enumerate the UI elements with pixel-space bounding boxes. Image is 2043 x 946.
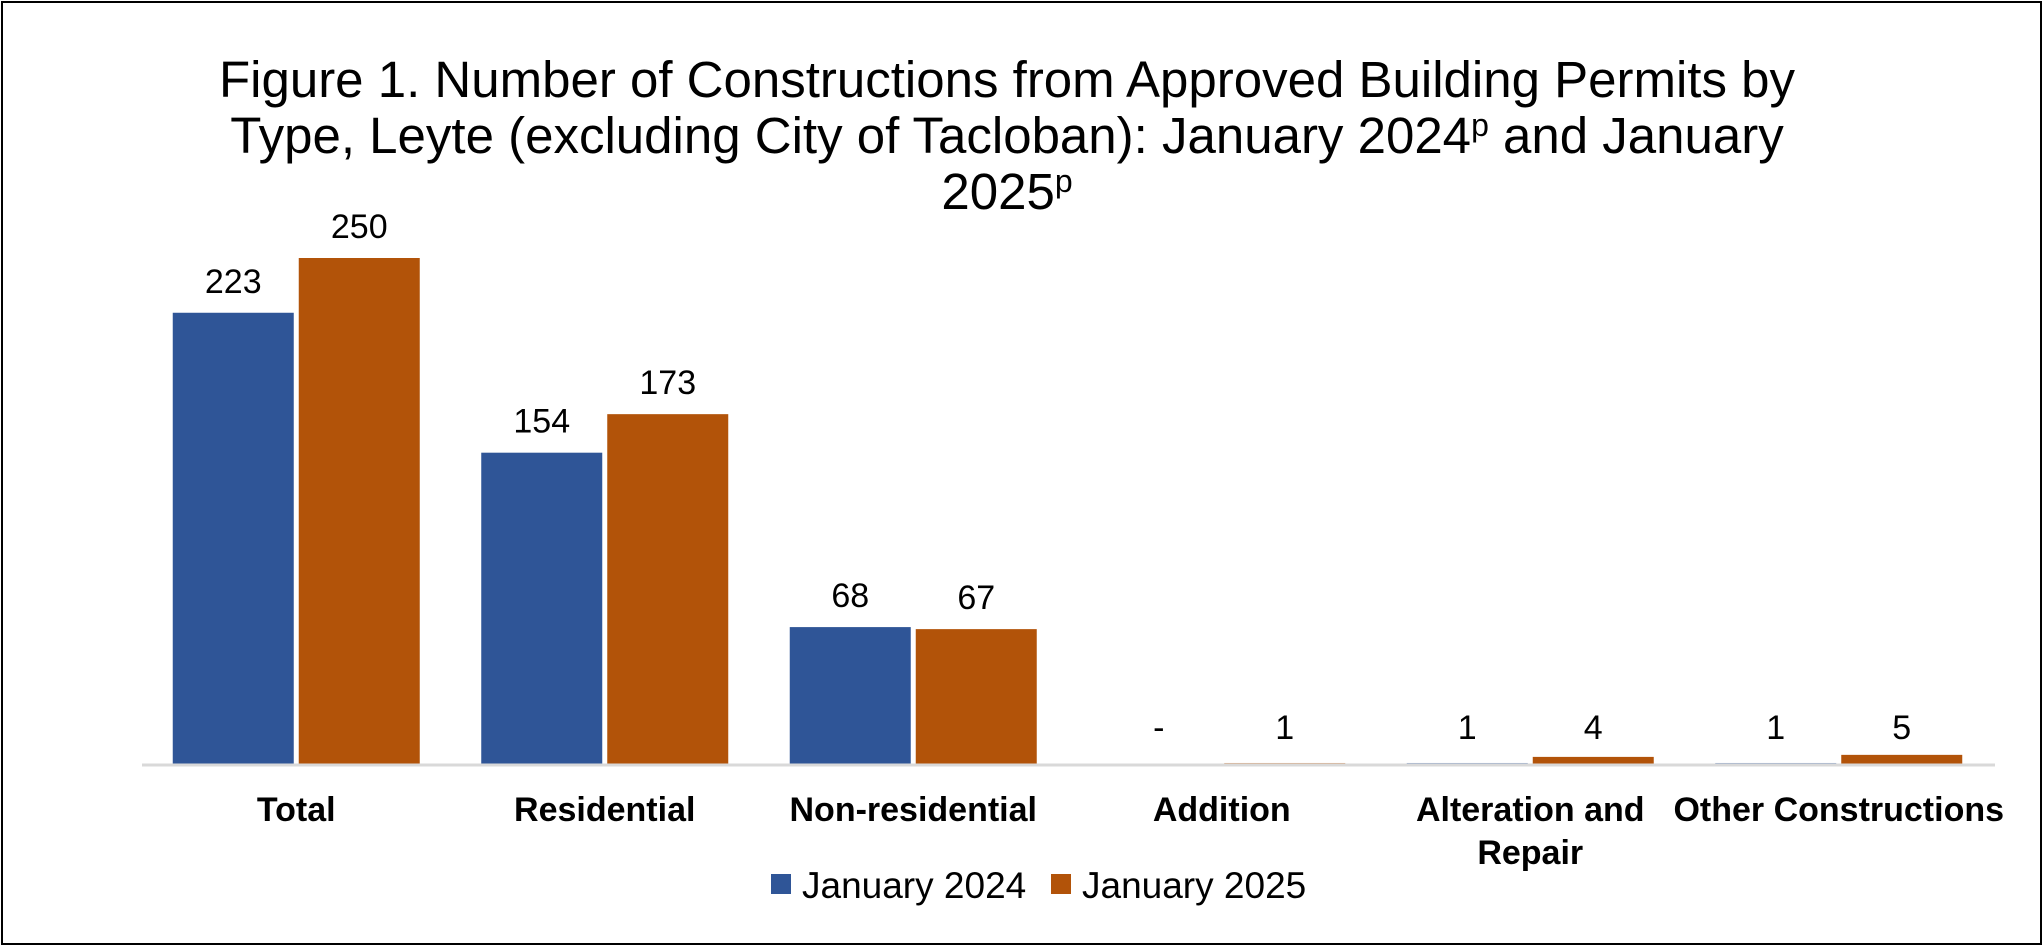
chart-title-line-2-end: and January [1489, 107, 1784, 164]
bar-january-2025-residential [607, 414, 729, 765]
data-label-january-2024-total: 223 [205, 263, 262, 301]
legend-label-january-2024: January 2024 [802, 865, 1026, 906]
data-label-january-2024-alteration-and-repair: 1 [1458, 709, 1477, 747]
chart-title-superscript: p [1055, 163, 1073, 199]
data-label-january-2025-residential: 173 [639, 364, 696, 402]
legend-swatch-january-2025 [1051, 874, 1071, 894]
bar-january-2025-other-constructions [1841, 754, 1963, 765]
data-label-january-2025-alteration-and-repair: 4 [1584, 709, 1603, 747]
legend: January 2024 January 2025 [771, 865, 1306, 906]
data-label-january-2024-addition: - [1153, 709, 1164, 747]
category-labels-group: Total Residential Non-residential Addition A… [257, 791, 2004, 872]
chart-title-line-1: Figure 1. Number of Constructions from A… [219, 51, 1796, 108]
chart-title-line-3: 2025p [941, 163, 1072, 220]
legend-label-january-2025: January 2025 [1082, 865, 1306, 906]
data-labels-group: 223 250 154 173 68 67 - 1 1 4 1 5 [205, 208, 1911, 747]
category-label-non-residential: Non-residential [790, 791, 1037, 829]
chart-title-line-2: Type, Leyte (excluding City of Tacloban)… [230, 107, 1784, 164]
data-label-january-2025-other-constructions: 5 [1892, 709, 1911, 747]
legend-swatch-january-2024 [771, 874, 791, 894]
bar-january-2025-non-residential [915, 629, 1037, 765]
bar-january-2024-non-residential [789, 627, 911, 765]
category-label-total: Total [257, 791, 336, 829]
chart-title-line-2-text: Type, Leyte (excluding City of Tacloban)… [230, 107, 1471, 164]
chart-title-superscript: p [1471, 107, 1489, 143]
bar-january-2024-total [172, 312, 294, 765]
category-label-residential: Residential [514, 791, 695, 829]
bar-january-2024-residential [481, 452, 603, 765]
bar-january-2025-alteration-and-repair [1532, 756, 1654, 765]
data-label-january-2024-residential: 154 [513, 403, 570, 441]
category-label-alteration-and-repair: Alteration and Repair [1416, 791, 1645, 872]
category-label-other-constructions: Other Constructions [1673, 791, 2004, 829]
data-label-january-2025-non-residential: 67 [957, 579, 995, 617]
data-label-january-2024-other-constructions: 1 [1766, 709, 1785, 747]
data-label-january-2025-addition: 1 [1275, 709, 1294, 747]
data-label-january-2024-non-residential: 68 [831, 577, 869, 615]
data-label-january-2025-total: 250 [331, 208, 388, 246]
bars-group [172, 258, 1963, 765]
category-label-addition: Addition [1153, 791, 1291, 829]
chart-title-line-3-text: 2025 [941, 163, 1054, 220]
bar-january-2025-total [298, 258, 420, 765]
